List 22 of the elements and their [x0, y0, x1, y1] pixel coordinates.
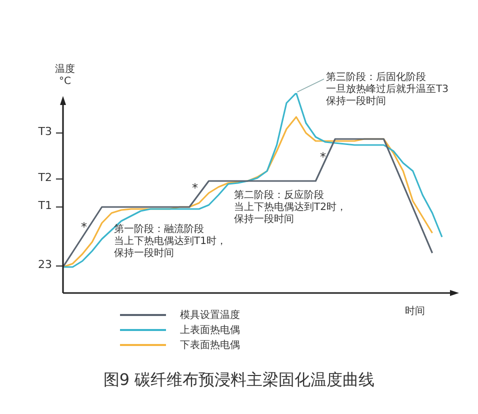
annotation: 一旦放热峰过后就升温至T3 — [326, 84, 448, 96]
x-axis-title: 时间 — [405, 306, 425, 318]
legend-label: 上表面热电偶 — [180, 324, 240, 337]
annotation: * — [81, 220, 87, 234]
annotation: * — [320, 150, 326, 164]
legend-label: 模具设置温度 — [180, 308, 240, 322]
annotation: 第二阶段：反应阶段 — [234, 190, 324, 202]
text: T2 — [38, 171, 52, 184]
annotation: 保持一段时间 — [326, 96, 386, 108]
annotation: 当上下热电偶达到T2时， — [234, 202, 346, 214]
annotation: 当上下热电偶达到T1时， — [114, 236, 226, 248]
annotation: 第一阶段：融流阶段 — [114, 224, 204, 236]
text: 23 — [38, 258, 52, 271]
text: 图9 碳纤维布预浸料主梁固化温度曲线 — [102, 370, 376, 390]
y-axis-title: 温度 °C — [54, 64, 76, 88]
annotation: 保持一段时间 — [234, 214, 294, 226]
text: 第三阶段：后固化阶段 — [326, 72, 426, 84]
annotation: * — [192, 181, 198, 195]
text: T3 — [38, 125, 52, 138]
annotation: 保持一段时间 — [114, 248, 174, 260]
legend-label: 下表面热电偶 — [180, 338, 240, 352]
text: T1 — [38, 199, 52, 212]
